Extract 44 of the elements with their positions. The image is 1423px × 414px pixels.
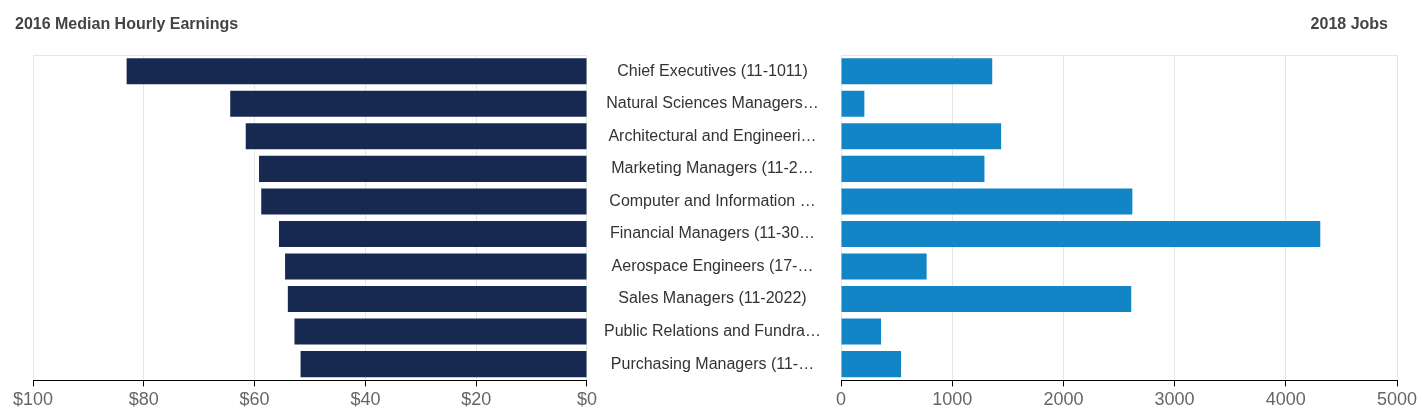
bar bbox=[261, 188, 587, 215]
bar bbox=[841, 58, 993, 85]
bar bbox=[841, 188, 1133, 215]
x-tick-label: $80 bbox=[128, 389, 159, 410]
bar bbox=[230, 90, 587, 117]
bar bbox=[841, 220, 1321, 247]
bar bbox=[294, 318, 587, 345]
y-tick-label: Public Relations and Fundra… bbox=[603, 322, 821, 339]
y-tick-label: Sales Managers (11-2022) bbox=[618, 289, 807, 307]
y-tick-label: Purchasing Managers (11-… bbox=[610, 354, 815, 372]
x-tick-label: 2000 bbox=[1043, 389, 1084, 410]
y-tick-label: Natural Sciences Managers… bbox=[606, 94, 819, 112]
y-tick-label: Computer and Information … bbox=[609, 191, 816, 209]
chart-title: 2018 Jobs bbox=[1310, 15, 1388, 33]
bar bbox=[841, 155, 985, 182]
bar bbox=[245, 123, 587, 150]
x-tick-label: 4000 bbox=[1265, 389, 1306, 410]
bar bbox=[841, 253, 927, 280]
y-tick-label: Marketing Managers (11-2… bbox=[611, 159, 814, 177]
y-tick-label: Financial Managers (11-30… bbox=[609, 224, 816, 242]
x-tick-label: $0 bbox=[576, 389, 597, 410]
x-tick-label: $60 bbox=[239, 389, 270, 410]
x-tick-label: $40 bbox=[350, 389, 381, 410]
bar bbox=[285, 253, 587, 280]
bar bbox=[287, 286, 587, 313]
y-tick-label: Chief Executives (11-1011) bbox=[617, 61, 808, 79]
x-tick-label: $100 bbox=[12, 389, 54, 410]
bar bbox=[841, 351, 902, 378]
x-tick-label: 5000 bbox=[1376, 389, 1418, 410]
x-tick-label: 3000 bbox=[1154, 389, 1195, 410]
bar bbox=[278, 220, 587, 247]
x-tick-label: 1000 bbox=[932, 389, 973, 410]
y-tick-label: Architectural and Engineeri… bbox=[608, 126, 817, 144]
bar bbox=[841, 123, 1002, 150]
bar bbox=[300, 351, 587, 378]
bar bbox=[841, 318, 882, 345]
bar bbox=[841, 286, 1132, 313]
bar bbox=[126, 58, 587, 85]
chart-title: 2016 Median Hourly Earnings bbox=[15, 15, 239, 33]
x-tick-label: 0 bbox=[835, 389, 847, 410]
x-tick-label: $20 bbox=[461, 389, 492, 410]
bar bbox=[841, 90, 865, 117]
bar bbox=[259, 155, 587, 182]
y-tick-label: Aerospace Engineers (17-… bbox=[611, 256, 814, 274]
